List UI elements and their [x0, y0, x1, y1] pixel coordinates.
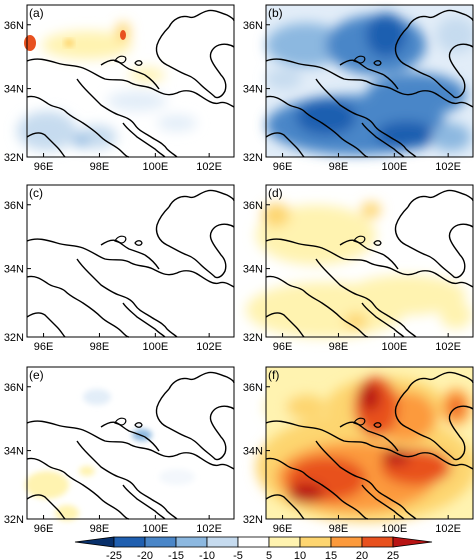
lon-tick-label: 96E [34, 161, 54, 173]
colorbar-tick-label: 10 [294, 550, 306, 560]
colorbar: -25 -20 -15 -10 -5 5 10 15 20 25 [74, 536, 433, 560]
lat-tick-label: 32N [4, 332, 24, 344]
lat-tick-label: 32N [243, 152, 263, 164]
lon-tick-label: 96E [273, 523, 293, 535]
lat-tick-label: 34N [4, 264, 24, 276]
lon-tick-label: 102E [435, 161, 461, 173]
lon-tick-label: 96E [273, 341, 293, 353]
lat-tick-label: 34N [243, 446, 263, 458]
panel-label-c: (c) [29, 186, 43, 200]
colorbar-tick-label: -10 [199, 550, 215, 560]
lat-tick-label: 32N [4, 152, 24, 164]
panel-label-d: (d) [268, 186, 283, 200]
colorbar-tick-label: 20 [356, 550, 368, 560]
lon-tick-label: 102E [435, 523, 461, 535]
panel-b [265, 4, 474, 158]
panel-label-a: (a) [29, 6, 44, 20]
colorbar-swatch [237, 536, 270, 548]
lon-tick-label: 96E [273, 161, 293, 173]
colorbar-swatch [144, 536, 177, 548]
lon-tick-label: 98E [329, 341, 349, 353]
lon-tick-label: 96E [34, 341, 54, 353]
colorbar-tick-label: -20 [137, 550, 153, 560]
colorbar-swatch [74, 536, 115, 548]
lat-tick-label: 32N [243, 332, 263, 344]
colorbar-swatch [175, 536, 208, 548]
lat-tick-label: 34N [243, 264, 263, 276]
lat-tick-label: 34N [243, 84, 263, 96]
lat-tick-label: 34N [4, 446, 24, 458]
lon-tick-label: 98E [90, 341, 110, 353]
lat-tick-label: 36N [243, 382, 263, 394]
lat-tick-label: 32N [4, 514, 24, 526]
lat-tick-label: 36N [243, 20, 263, 32]
axes-layer: 36N 34N 32N 96E 98E 100E 102E 36N 34N 32N 96E 98E 10… [4, 20, 461, 535]
colorbar-tick-label: -15 [168, 550, 184, 560]
lon-tick-label: 98E [329, 523, 349, 535]
panel-label-f: (f) [268, 368, 279, 382]
colorbar-swatch [206, 536, 239, 548]
panel-c [26, 184, 235, 338]
lon-tick-label: 98E [90, 523, 110, 535]
colorbar-tick-label: 5 [266, 550, 272, 560]
colorbar-tick-label: 25 [387, 550, 399, 560]
lon-tick-label: 100E [142, 161, 168, 173]
colorbar-swatch [392, 536, 433, 548]
colorbar-swatch [113, 536, 146, 548]
lon-tick-label: 100E [142, 341, 168, 353]
lat-tick-label: 36N [243, 200, 263, 212]
lat-tick-label: 36N [4, 200, 24, 212]
panel-label-b: (b) [268, 6, 283, 20]
colorbar-tick-label: 15 [325, 550, 337, 560]
lat-tick-label: 36N [4, 20, 24, 32]
lon-tick-label: 100E [381, 341, 407, 353]
lon-tick-label: 102E [196, 523, 222, 535]
colorbar-tick-label: -5 [233, 550, 243, 560]
lon-tick-label: 102E [196, 341, 222, 353]
lon-tick-label: 98E [90, 161, 110, 173]
colorbar-swatch [330, 536, 363, 548]
panel-e [25, 366, 235, 521]
panel-a [17, 4, 235, 158]
lon-tick-label: 98E [329, 161, 349, 173]
colorbar-swatch [299, 536, 332, 548]
lon-tick-label: 96E [34, 523, 54, 535]
panel-f [256, 366, 474, 522]
colorbar-swatch [361, 536, 394, 548]
lat-tick-label: 36N [4, 382, 24, 394]
panel-label-e: (e) [29, 368, 44, 382]
lon-tick-label: 100E [381, 523, 407, 535]
lon-tick-label: 100E [142, 523, 168, 535]
lon-tick-label: 102E [435, 341, 461, 353]
lon-tick-label: 102E [196, 161, 222, 173]
lon-tick-label: 100E [381, 161, 407, 173]
lat-tick-label: 32N [243, 514, 263, 526]
colorbar-swatch [268, 536, 301, 548]
panel-d [246, 184, 474, 338]
lat-tick-label: 34N [4, 84, 24, 96]
colorbar-tick-label: -25 [106, 550, 122, 560]
